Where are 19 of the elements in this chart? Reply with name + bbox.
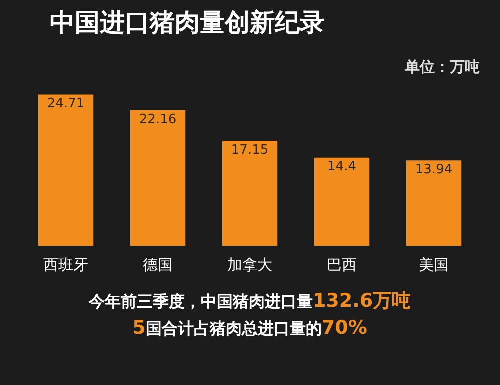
x-tick-label: 西班牙 <box>44 256 88 274</box>
data-label: 14.4 <box>328 160 356 175</box>
bar <box>406 160 462 246</box>
text: 今年前三季度，中国猪肉进口量132.6万吨 <box>88 290 412 312</box>
x-tick-label: 德国 <box>143 256 173 274</box>
chart-subtitle: 单位：万吨 <box>405 58 480 77</box>
x-tick-label: 加拿大 <box>228 256 272 274</box>
data-label: 17.15 <box>231 142 269 158</box>
bar <box>38 94 94 246</box>
text: 5国合计占猪肉总进口量的70% <box>132 317 368 339</box>
x-tick-label: 美国 <box>419 256 449 274</box>
data-label: 22.16 <box>139 112 177 128</box>
bar <box>130 110 186 246</box>
bar <box>314 158 370 246</box>
data-label: 24.71 <box>47 96 85 112</box>
data-label: 13.94 <box>415 162 453 178</box>
bar <box>222 141 278 246</box>
x-tick-label: 巴西 <box>327 256 357 274</box>
chart-title: 中国进口猪肉量创新纪录 <box>50 7 325 39</box>
